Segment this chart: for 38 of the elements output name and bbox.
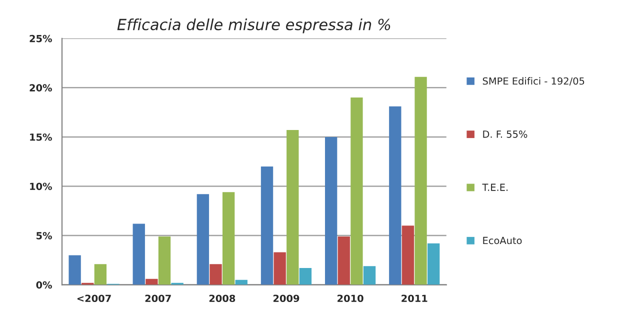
chart-title: Efficacia delle misure espressa in % <box>117 18 390 34</box>
x-tick-label: <2007 <box>77 294 111 302</box>
bar <box>132 224 145 285</box>
bar <box>274 252 286 285</box>
bar <box>338 236 350 285</box>
bar <box>146 278 158 285</box>
legend-label: EcoAuto <box>483 236 522 244</box>
x-tick-label: 2010 <box>338 294 364 302</box>
y-tick-label: 20% <box>30 84 52 92</box>
bar <box>428 243 440 285</box>
y-tick-label: 10% <box>30 182 52 190</box>
bar <box>363 266 376 285</box>
bar <box>196 194 210 285</box>
legend-label: D. F. 55% <box>483 130 528 138</box>
bar <box>68 255 81 285</box>
y-tick-label: 0% <box>36 281 52 289</box>
x-tick-label: 2011 <box>402 294 428 302</box>
y-tick-label: 5% <box>36 232 52 240</box>
x-tick-label: 2009 <box>273 294 300 302</box>
bar <box>260 166 274 285</box>
bar <box>414 76 427 285</box>
y-tick-label: 15% <box>30 133 52 141</box>
bar <box>402 226 414 285</box>
bar <box>286 130 299 285</box>
y-tick-label: 25% <box>30 34 52 42</box>
bar <box>210 264 222 285</box>
legend-label: SMPE Edifici - 192/05 <box>482 77 584 86</box>
bar <box>324 136 338 285</box>
bar <box>235 280 248 285</box>
bar <box>350 98 363 285</box>
bar <box>299 268 312 285</box>
bar <box>389 106 402 285</box>
bar <box>94 264 107 285</box>
legend-label: T.E.E. <box>482 184 508 191</box>
x-tick-label: 2007 <box>145 294 171 302</box>
bar <box>158 236 171 285</box>
bar <box>222 192 235 285</box>
x-tick-label: 2008 <box>209 294 236 302</box>
